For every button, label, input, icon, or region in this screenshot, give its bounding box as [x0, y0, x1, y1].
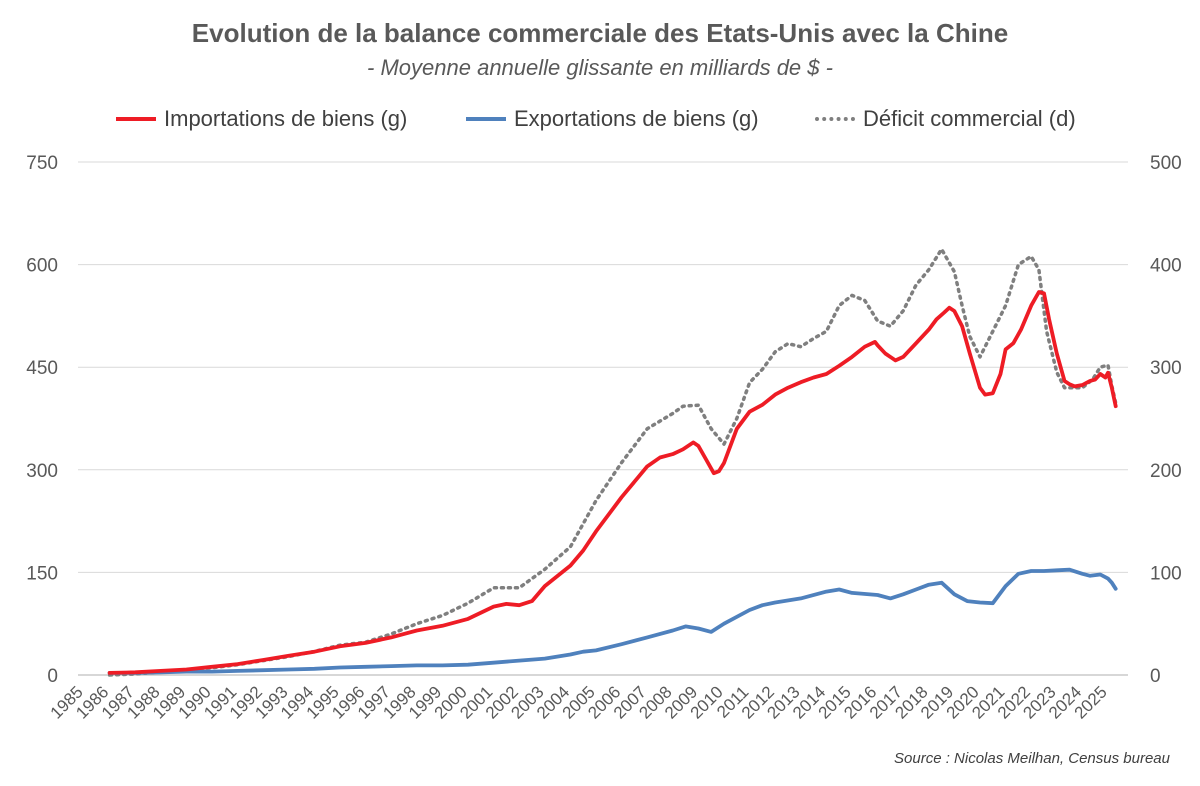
y-left-tick-label: 750: [26, 153, 58, 174]
y-right-tick-label: 200: [1150, 461, 1182, 482]
series-line-imports: [107, 290, 1118, 675]
y-right-tick-label: 0: [1150, 666, 1161, 687]
y-left-tick-label: 300: [26, 461, 58, 482]
legend-item-exports: Exportations de biens (g): [466, 102, 759, 136]
y-right-tick-label: 300: [1150, 358, 1182, 379]
legend: Importations de biens (g) Exportations d…: [0, 102, 1200, 136]
legend-label-deficit: Déficit commercial (d): [863, 106, 1076, 131]
legend-swatch-exports: [466, 117, 506, 121]
legend-swatch-imports: [116, 117, 156, 121]
series-line-deficit: [107, 247, 1118, 677]
y-right-tick-label: 100: [1150, 563, 1182, 584]
legend-swatch-deficit: [815, 117, 855, 121]
y-left-tick-label: 0: [47, 666, 58, 687]
y-left-tick-label: 600: [26, 256, 58, 277]
legend-item-imports: Importations de biens (g): [116, 102, 407, 136]
chart-title: Evolution de la balance commerciale des …: [191, 18, 1009, 48]
legend-item-deficit: Déficit commercial (d): [815, 102, 1076, 136]
chart-subtitle: - Moyenne annuelle glissante en milliard…: [367, 55, 833, 80]
source-note: Source : Nicolas Meilhan, Census bureau: [894, 750, 1170, 767]
legend-label-exports: Exportations de biens (g): [514, 106, 759, 131]
legend-label-imports: Importations de biens (g): [164, 106, 408, 131]
y-left-tick-label: 150: [26, 563, 58, 584]
series-line-exports: [107, 567, 1118, 675]
y-right-tick-label: 400: [1150, 256, 1182, 277]
y-right-tick-label: 500: [1150, 153, 1182, 174]
y-left-tick-label: 450: [26, 358, 58, 379]
